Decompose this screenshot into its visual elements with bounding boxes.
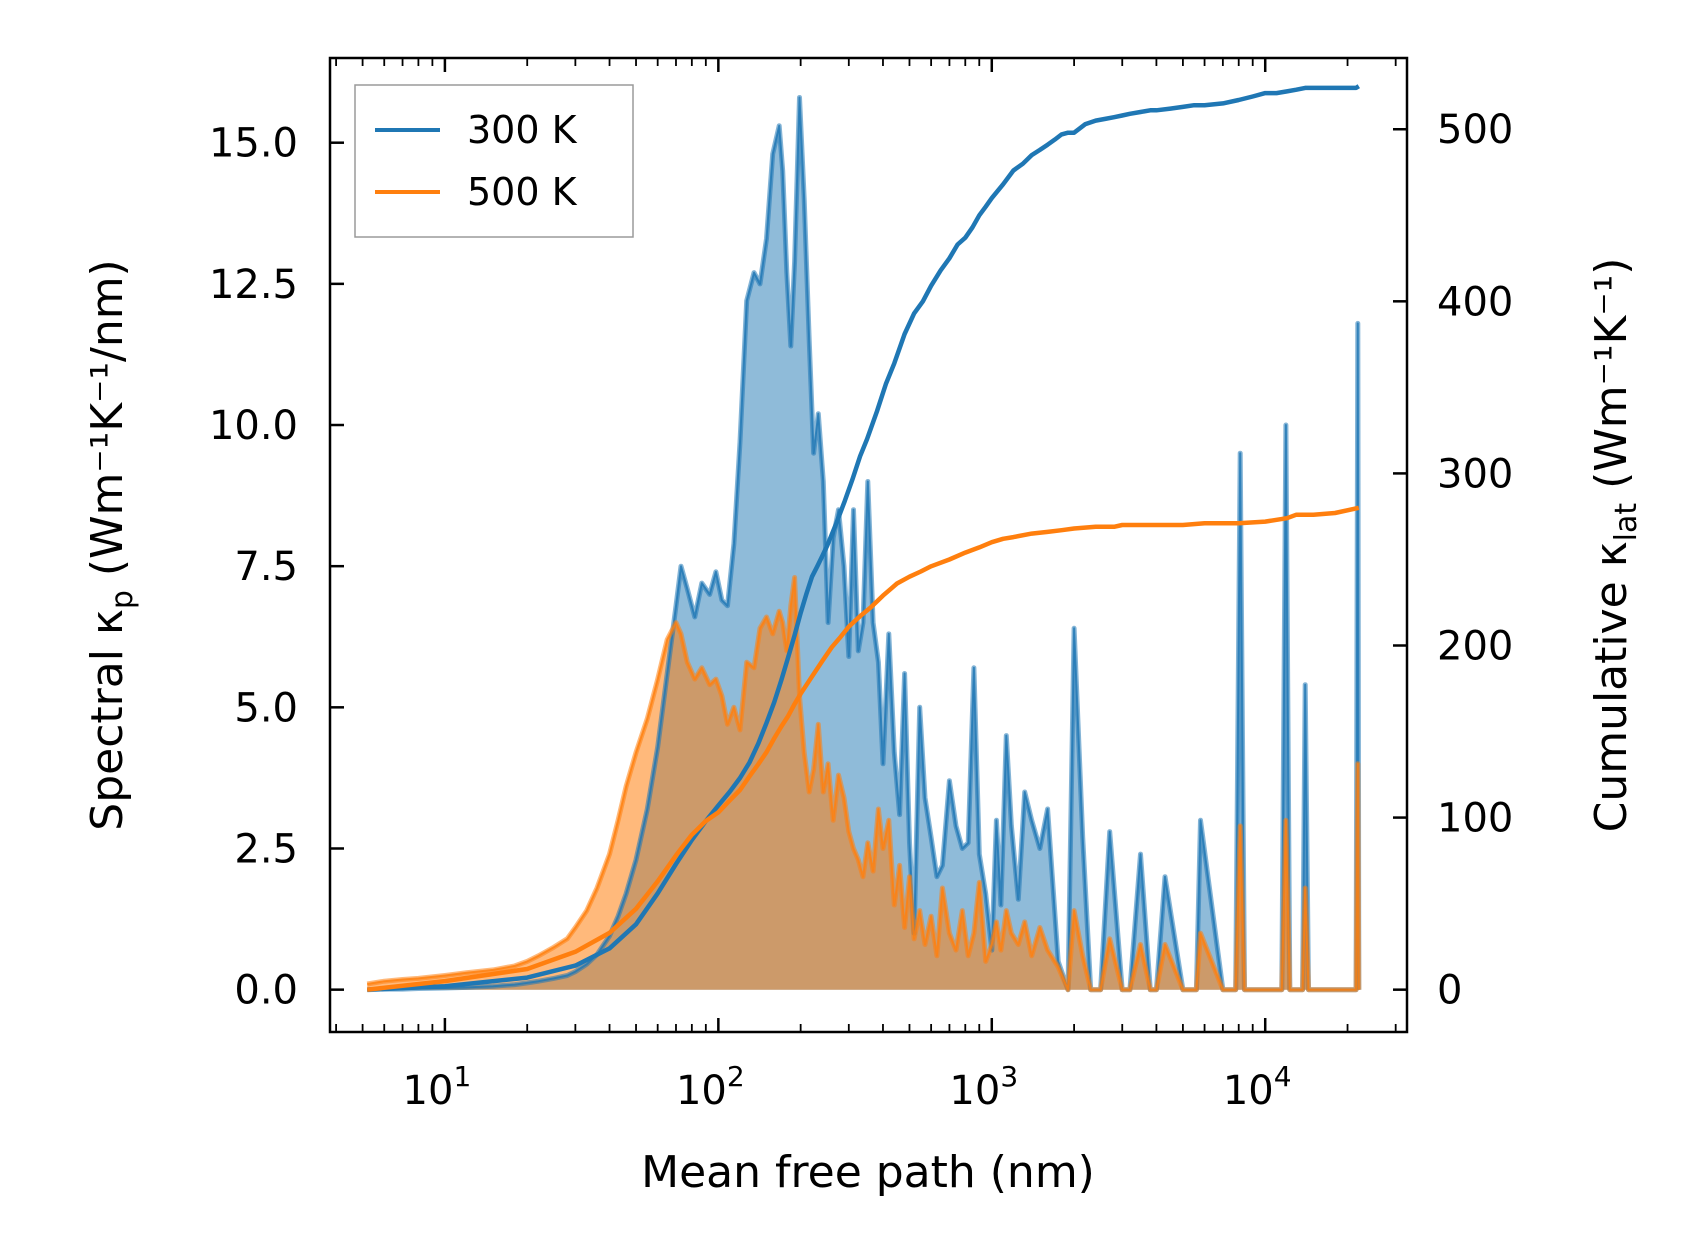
legend-label-300k: 300 K xyxy=(467,108,578,152)
y-left-tick-label: 2.5 xyxy=(234,826,298,872)
plot-frame xyxy=(328,56,1409,1034)
spectral-fill-300k xyxy=(367,97,1359,990)
spectral-fill-500k xyxy=(367,577,1359,990)
x-axis-title: Mean free path (nm) xyxy=(641,1147,1095,1198)
legend-box xyxy=(354,84,634,238)
y-right-tick-label: 200 xyxy=(1437,623,1513,669)
y-left-title-sub: p xyxy=(105,590,140,609)
spectral-edge-500k xyxy=(367,576,1360,991)
y-right-axis-title: Cumulative κlat (Wm⁻¹K⁻¹) xyxy=(1586,258,1644,833)
y-right-tick-label: 300 xyxy=(1437,451,1513,497)
axis-tick-labels: 101 102 103 104 0.0 2.5 5.0 7.5 10.0 12.5 15.0 0 100… xyxy=(209,107,1513,1114)
x-tick-label: 101 xyxy=(403,1060,472,1114)
y-left-tick-label: 5.0 xyxy=(234,685,298,731)
y-right-tick-label: 500 xyxy=(1437,107,1513,153)
y-right-tick-label: 100 xyxy=(1437,796,1513,842)
y-left-tick-label: 0.0 xyxy=(234,968,298,1014)
y-left-tick-label: 7.5 xyxy=(234,544,298,590)
y-right-title-unit: (Wm⁻¹K⁻¹) xyxy=(1586,258,1637,503)
legend: 300 K 500 K xyxy=(354,84,634,238)
y-left-title-main: Spectral κ xyxy=(82,609,133,831)
cumulative-lines xyxy=(366,84,1360,992)
y-right-tick-label: 0 xyxy=(1437,968,1462,1014)
spectral-lines xyxy=(366,95,1362,993)
legend-label-500k: 500 K xyxy=(467,170,578,214)
y-left-axis-title: Spectral κp (Wm⁻¹K⁻¹/nm) xyxy=(82,259,140,830)
y-right-tick-label: 400 xyxy=(1437,279,1513,325)
y-right-title-main: Cumulative κ xyxy=(1586,541,1637,832)
x-tick-label: 103 xyxy=(949,1060,1018,1114)
y-left-tick-label: 10.0 xyxy=(209,403,298,449)
y-left-tick-label: 12.5 xyxy=(209,262,298,308)
y-right-title-sub: lat xyxy=(1609,503,1644,542)
y-left-title-unit: (Wm⁻¹K⁻¹/nm) xyxy=(82,259,133,590)
cumulative-line-500k xyxy=(366,505,1360,992)
x-tick-label: 104 xyxy=(1223,1060,1292,1114)
y-left-tick-label: 15.0 xyxy=(209,121,298,167)
x-tick-label: 102 xyxy=(676,1060,745,1114)
cumulative-line-300k xyxy=(367,84,1360,992)
axis-ticks xyxy=(330,58,1407,1032)
spectral-fills xyxy=(367,97,1359,990)
